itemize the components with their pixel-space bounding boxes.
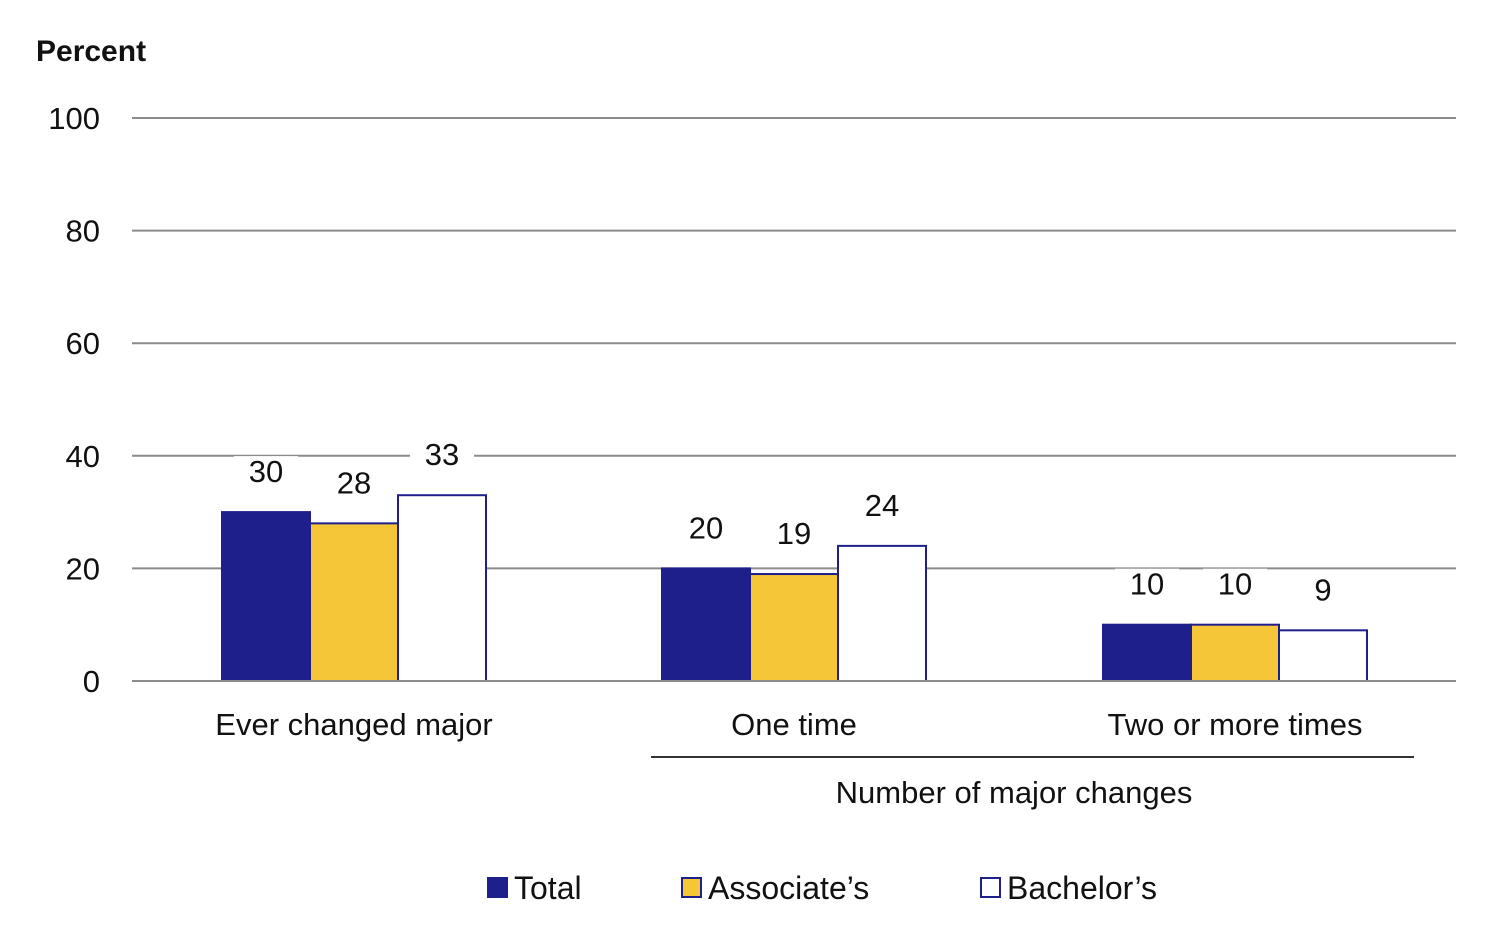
label-layer: 30 28 33 20 19 24 10 10 9 bbox=[234, 437, 1355, 609]
x-tick-label: Ever changed major bbox=[215, 707, 492, 742]
bar bbox=[397, 494, 487, 682]
data-label: 20 bbox=[689, 510, 723, 545]
y-axis-title: Percent bbox=[36, 35, 146, 68]
bar-layer bbox=[221, 494, 1368, 683]
bar bbox=[837, 544, 927, 682]
legend-label: Associate’s bbox=[708, 870, 869, 906]
data-label-backdrop bbox=[234, 456, 298, 491]
group-label: Number of major changes bbox=[836, 775, 1193, 810]
data-label: 10 bbox=[1130, 567, 1164, 602]
data-label-backdrop bbox=[1291, 574, 1355, 609]
bar bbox=[1102, 623, 1192, 683]
data-label: 30 bbox=[249, 454, 283, 489]
bar bbox=[1278, 629, 1368, 683]
legend-swatch bbox=[681, 877, 702, 898]
y-tick-label: 100 bbox=[48, 101, 100, 136]
legend-swatch bbox=[980, 877, 1001, 898]
data-label-backdrop bbox=[674, 512, 738, 547]
legend-label: Bachelor’s bbox=[1007, 870, 1157, 906]
data-label-backdrop bbox=[410, 439, 474, 474]
axis-layer: 0 20 40 60 80 100 Ever changed major One time Tw… bbox=[48, 101, 1456, 810]
y-tick-label: 0 bbox=[83, 664, 100, 699]
legend-label: Total bbox=[514, 870, 582, 906]
data-label-backdrop bbox=[762, 518, 826, 553]
data-label: 9 bbox=[1314, 572, 1331, 607]
data-label: 10 bbox=[1218, 567, 1252, 602]
data-label-backdrop bbox=[1203, 568, 1267, 603]
data-label: 33 bbox=[425, 437, 459, 472]
data-label-backdrop bbox=[322, 467, 386, 502]
bar bbox=[661, 567, 751, 683]
data-label-backdrop bbox=[1115, 568, 1179, 603]
legend: Total Associate’s Bachelor’s bbox=[487, 870, 1157, 906]
bar bbox=[749, 573, 839, 683]
data-label: 19 bbox=[777, 516, 811, 551]
y-tick-label: 60 bbox=[66, 326, 100, 361]
legend-swatch bbox=[487, 877, 508, 898]
data-label-backdrop bbox=[850, 489, 914, 524]
bar bbox=[309, 522, 399, 682]
bar bbox=[1190, 623, 1280, 683]
y-tick-label: 40 bbox=[66, 439, 100, 474]
x-tick-label: Two or more times bbox=[1108, 707, 1363, 742]
data-label: 28 bbox=[337, 465, 371, 500]
y-tick-label: 20 bbox=[66, 551, 100, 586]
y-tick-label: 80 bbox=[66, 214, 100, 249]
bar bbox=[221, 511, 311, 682]
x-tick-label: One time bbox=[731, 707, 857, 742]
data-label: 24 bbox=[865, 488, 899, 523]
